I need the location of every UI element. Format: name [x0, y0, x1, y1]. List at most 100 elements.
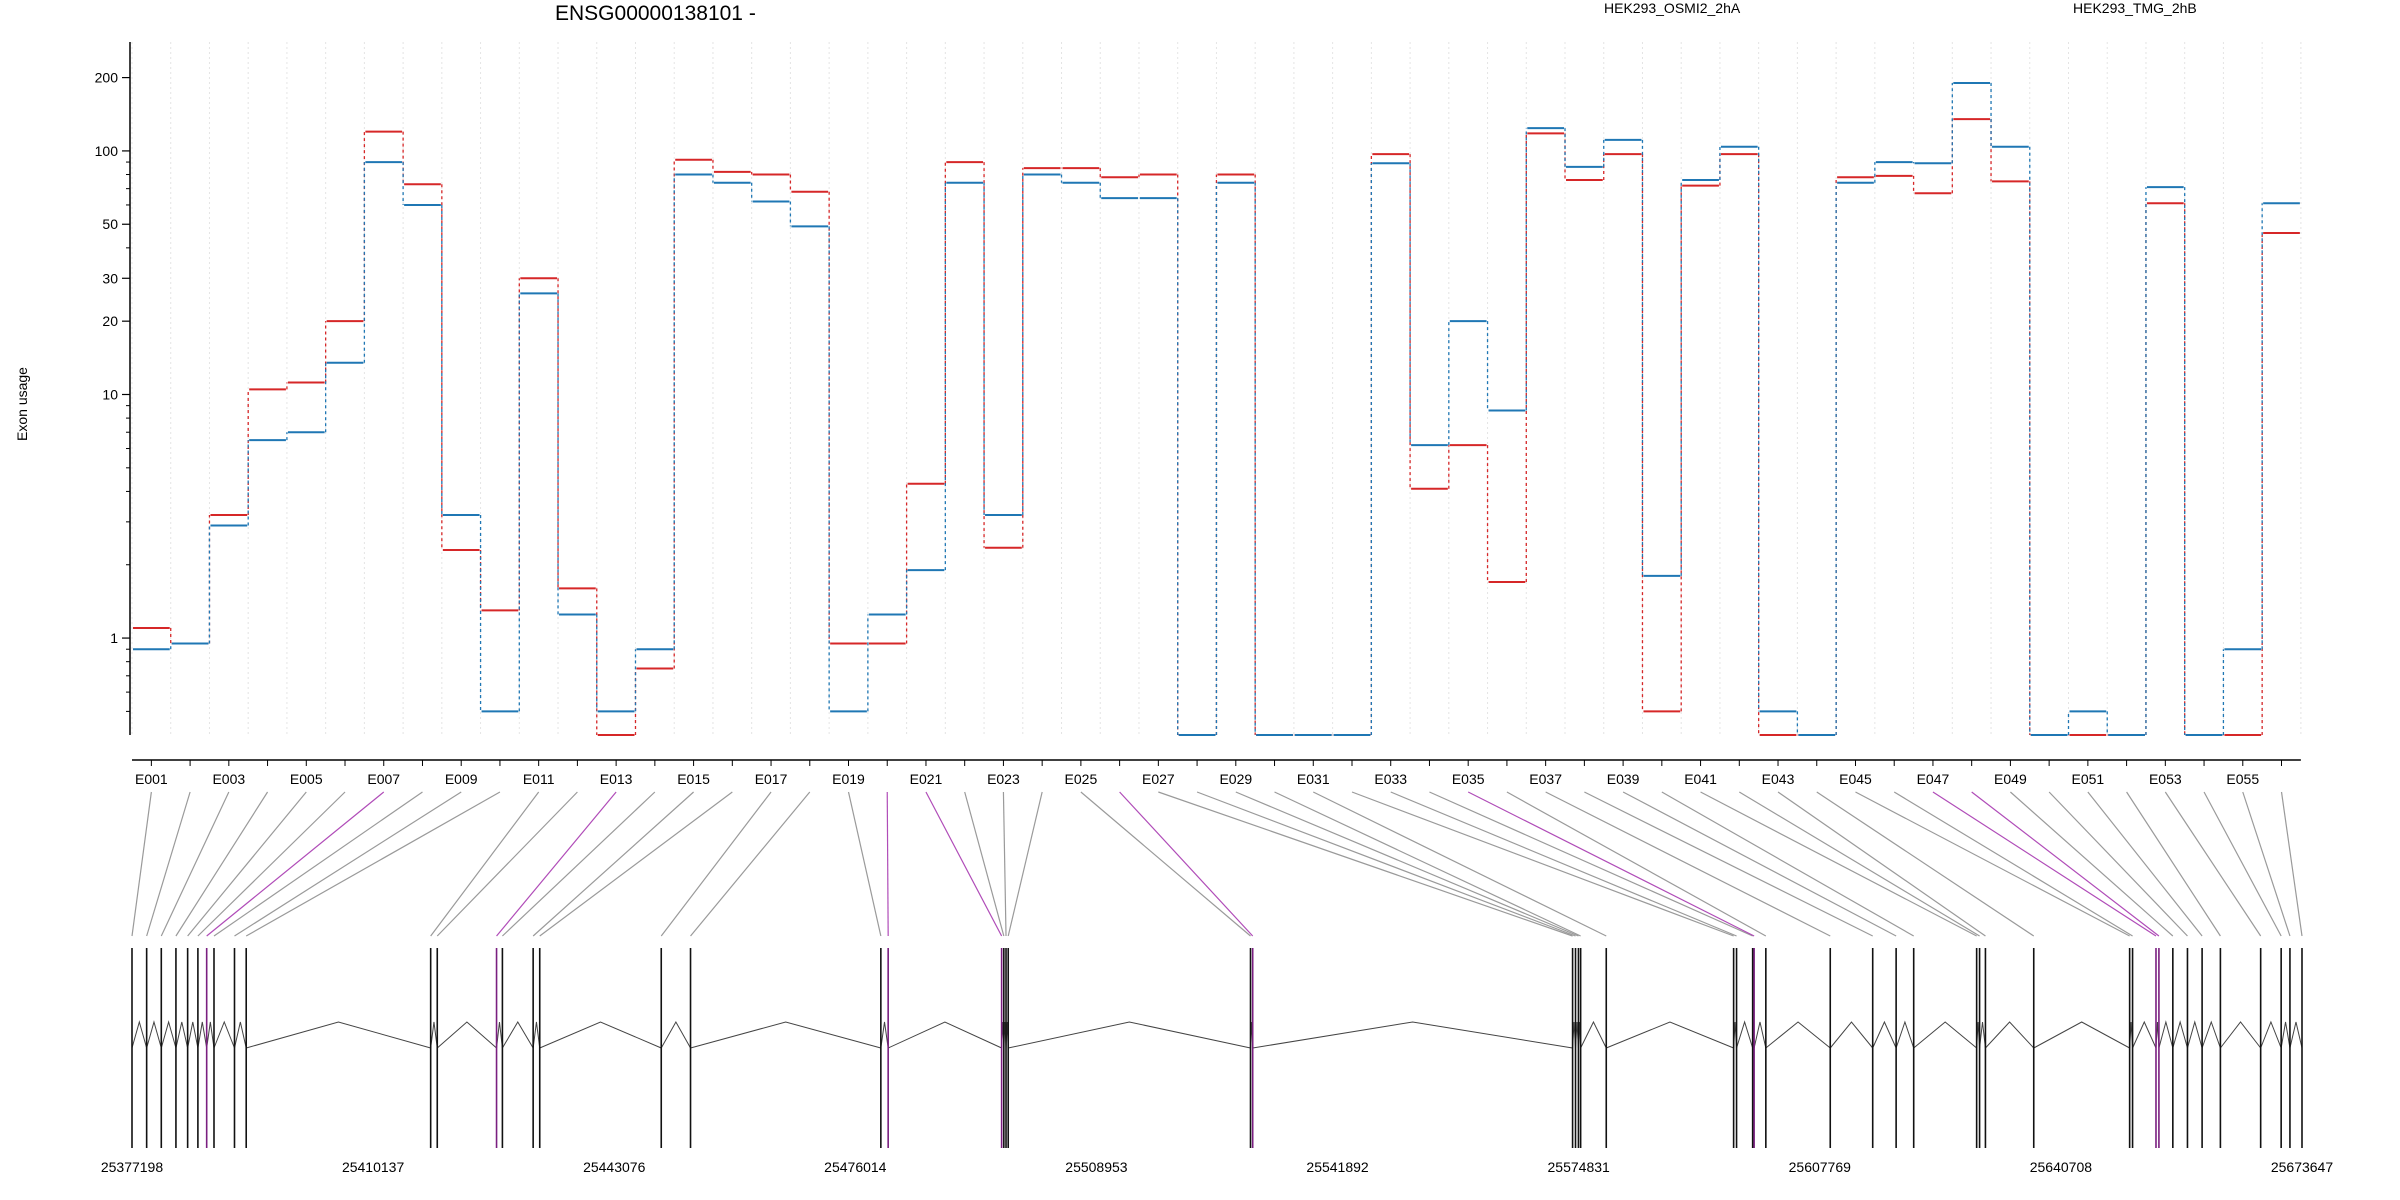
legend-series-b: HEK293_TMG_2hB — [2073, 0, 2197, 16]
genomic-tick-label: 25640708 — [2030, 1159, 2093, 1175]
intron-line — [206, 1021, 215, 1049]
exon-tick-label: E045 — [1839, 771, 1872, 787]
exon-connector — [1893, 791, 2133, 937]
exon-axis: E001 E003 E005 E007 E009 E011 E013 E015 E017 E019… — [132, 759, 2301, 787]
exon-connector — [1855, 791, 2130, 937]
exon-connector — [1622, 791, 1897, 937]
exon-tick-label: E007 — [367, 771, 400, 787]
exon-connector — [1080, 791, 1251, 937]
exon-tick-label: E021 — [910, 771, 943, 787]
exon-tick-label: E001 — [135, 771, 168, 787]
intron-line — [246, 1021, 431, 1049]
intron-line — [1606, 1021, 1734, 1049]
exon-connector — [690, 791, 811, 937]
intron-line — [234, 1021, 247, 1049]
exon-connector — [532, 791, 694, 937]
exon-tick-label: E003 — [212, 771, 245, 787]
exon-connector — [1429, 791, 1753, 937]
y-tick-label: 100 — [95, 143, 119, 159]
y-tick-label: 10 — [102, 386, 118, 402]
exon-connector-lines — [131, 791, 2303, 937]
exon-connector — [1274, 791, 1581, 937]
exon-tick-label: E009 — [445, 771, 478, 787]
intron-line — [213, 1020, 235, 1049]
intron-line — [1580, 1020, 1607, 1049]
intron-line — [1008, 1021, 1251, 1049]
genomic-tick-label: 25541892 — [1306, 1159, 1369, 1175]
exon-connector — [1235, 791, 1579, 937]
y-tick-label: 30 — [102, 270, 118, 286]
exon-tick-label: E023 — [987, 771, 1020, 787]
intron-line — [1736, 1020, 1754, 1049]
exon-connector — [501, 791, 656, 937]
exon-connector — [2048, 791, 2188, 937]
exon-connector — [1506, 791, 1767, 937]
exon-tick-label: E043 — [1762, 771, 1795, 787]
exon-connector — [1196, 791, 1576, 937]
intron-line — [187, 1021, 199, 1049]
series-b — [133, 82, 2300, 736]
gene-model-track — [131, 948, 2303, 1148]
exon-connector — [131, 791, 152, 937]
genomic-tick-label: 25476014 — [824, 1159, 887, 1175]
genomic-tick-label: 25574831 — [1548, 1159, 1611, 1175]
exon-connector — [146, 791, 191, 937]
exon-tick-label: E025 — [1065, 771, 1098, 787]
intron-line — [1985, 1021, 2035, 1049]
intron-line — [2033, 1021, 2130, 1049]
genomic-tick-label: 25443076 — [583, 1159, 646, 1175]
exon-connector — [1777, 791, 1986, 937]
exon-connector — [1971, 791, 2160, 937]
intron-line — [1913, 1021, 1977, 1049]
exon-connector — [1158, 791, 1573, 937]
exon-tick-label: E051 — [2072, 771, 2105, 787]
intron-line — [539, 1021, 662, 1049]
intron-line — [1765, 1021, 1831, 1049]
exon-tick-label: E037 — [1529, 771, 1562, 787]
intron-line — [2172, 1020, 2188, 1049]
genomic-tick-label: 25508953 — [1065, 1159, 1128, 1175]
exon-connector — [496, 791, 617, 937]
exon-connector — [436, 791, 578, 937]
exon-connector — [1545, 791, 1831, 937]
exon-connector — [964, 791, 1005, 937]
intron-line — [175, 1021, 189, 1049]
exon-connector — [245, 791, 501, 937]
chart-title: ENSG00000138101 - — [555, 2, 756, 25]
y-axis: 1 10 20 30 50 100 200 — [95, 42, 131, 735]
exon-tick-label: E019 — [832, 771, 865, 787]
intron-line — [887, 1021, 1002, 1049]
intron-line — [690, 1021, 881, 1049]
exon-tick-label: E041 — [1684, 771, 1717, 787]
exon-tick-label: E047 — [1917, 771, 1950, 787]
genomic-tick-label: 25673647 — [2271, 1159, 2334, 1175]
genomic-tick-label: 25377198 — [101, 1159, 164, 1175]
exon-connector — [1932, 791, 2157, 937]
exon-connector — [2164, 791, 2262, 937]
intron-line — [430, 1021, 438, 1049]
exon-connector — [660, 791, 772, 937]
exon-tick-label: E035 — [1452, 771, 1485, 787]
intron-line — [1753, 1021, 1767, 1049]
exon-connector — [1119, 791, 1254, 937]
y-tick-label: 50 — [102, 216, 118, 232]
exon-tick-label: E027 — [1142, 771, 1175, 787]
intron-line — [2289, 1021, 2303, 1049]
exon-connector — [2203, 791, 2282, 937]
intron-line — [131, 1020, 148, 1049]
exon-connector — [1584, 791, 1873, 937]
intron-line — [532, 1021, 541, 1049]
exon-connector — [1700, 791, 1977, 937]
exon-connector — [1816, 791, 2035, 937]
exon-connector — [2010, 791, 2174, 937]
intron-line — [160, 1020, 177, 1049]
exon-tick-label: E031 — [1297, 771, 1330, 787]
genomic-tick-label: 25607769 — [1789, 1159, 1852, 1175]
exon-connector — [2087, 791, 2203, 937]
exon-connector — [539, 791, 733, 937]
y-tick-label: 200 — [95, 70, 119, 86]
exon-tick-label: E055 — [2226, 771, 2259, 787]
exon-connector — [2126, 791, 2221, 937]
exon-tick-label: E049 — [1994, 771, 2027, 787]
